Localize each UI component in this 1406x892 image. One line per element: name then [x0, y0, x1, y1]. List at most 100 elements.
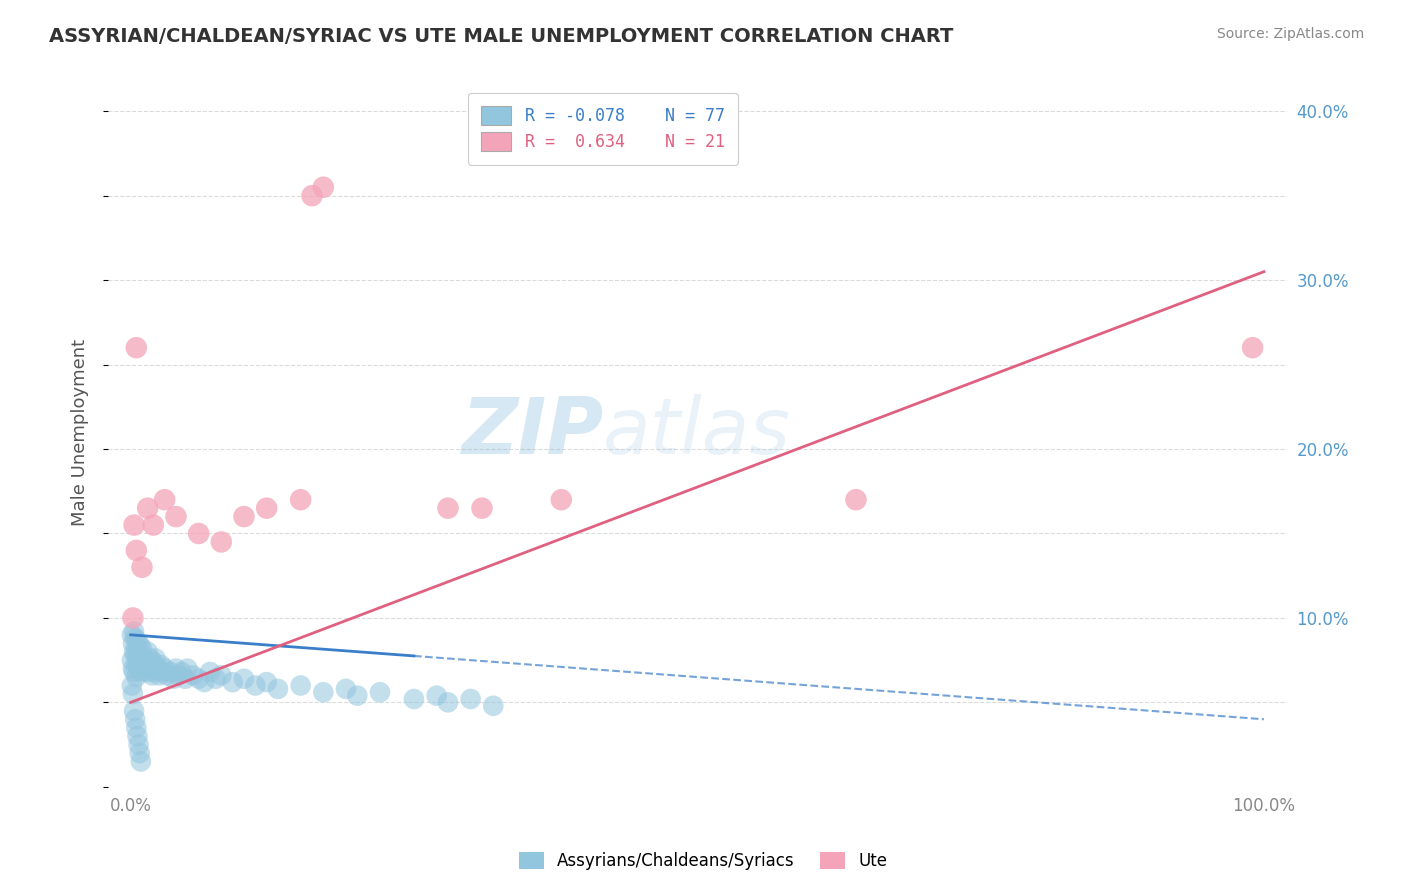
Point	[437, 501, 460, 516]
Point	[153, 662, 176, 676]
Point	[136, 645, 159, 659]
Point	[136, 501, 159, 516]
Point	[845, 492, 868, 507]
Point	[165, 662, 187, 676]
Point	[121, 653, 143, 667]
Text: atlas: atlas	[603, 394, 792, 470]
Point	[135, 665, 157, 679]
Point	[150, 665, 173, 679]
Point	[128, 746, 150, 760]
Point	[129, 648, 152, 662]
Point	[129, 665, 152, 679]
Point	[121, 628, 143, 642]
Point	[165, 509, 187, 524]
Point	[290, 492, 312, 507]
Point	[122, 611, 145, 625]
Point	[122, 704, 145, 718]
Point	[125, 721, 148, 735]
Point	[127, 651, 149, 665]
Point	[198, 665, 221, 679]
Point	[312, 685, 335, 699]
Point	[139, 662, 162, 676]
Legend: R = -0.078    N = 77, R =  0.634    N = 21: R = -0.078 N = 77, R = 0.634 N = 21	[468, 93, 738, 165]
Point	[122, 665, 145, 679]
Point	[122, 636, 145, 650]
Point	[125, 641, 148, 656]
Point	[437, 695, 460, 709]
Point	[181, 668, 204, 682]
Point	[256, 675, 278, 690]
Point	[142, 518, 165, 533]
Point	[176, 662, 198, 676]
Point	[128, 638, 150, 652]
Point	[125, 670, 148, 684]
Point	[138, 658, 160, 673]
Point	[122, 687, 145, 701]
Point	[245, 678, 267, 692]
Point	[145, 651, 167, 665]
Point	[125, 658, 148, 673]
Point	[129, 755, 152, 769]
Point	[141, 668, 163, 682]
Point	[233, 509, 256, 524]
Legend: Assyrians/Chaldeans/Syriacs, Ute: Assyrians/Chaldeans/Syriacs, Ute	[512, 845, 894, 877]
Point	[159, 665, 181, 679]
Point	[128, 655, 150, 669]
Point	[1241, 341, 1264, 355]
Point	[233, 672, 256, 686]
Point	[131, 658, 153, 673]
Point	[128, 645, 150, 659]
Point	[124, 648, 146, 662]
Point	[139, 651, 162, 665]
Point	[187, 526, 209, 541]
Point	[134, 662, 156, 676]
Point	[146, 662, 169, 676]
Point	[132, 651, 155, 665]
Point	[127, 729, 149, 743]
Point	[163, 672, 186, 686]
Point	[482, 698, 505, 713]
Point	[301, 188, 323, 202]
Point	[174, 672, 197, 686]
Point	[471, 501, 494, 516]
Point	[187, 672, 209, 686]
Point	[121, 678, 143, 692]
Point	[122, 624, 145, 639]
Point	[204, 672, 226, 686]
Text: ZIP: ZIP	[461, 394, 603, 470]
Point	[122, 518, 145, 533]
Point	[148, 668, 170, 682]
Text: Source: ZipAtlas.com: Source: ZipAtlas.com	[1216, 27, 1364, 41]
Point	[142, 665, 165, 679]
Point	[142, 655, 165, 669]
Point	[167, 668, 190, 682]
Point	[125, 543, 148, 558]
Point	[346, 689, 368, 703]
Point	[368, 685, 391, 699]
Point	[134, 655, 156, 669]
Point	[170, 665, 193, 679]
Point	[209, 535, 232, 549]
Y-axis label: Male Unemployment: Male Unemployment	[72, 339, 89, 525]
Point	[426, 689, 449, 703]
Point	[131, 560, 153, 574]
Text: ASSYRIAN/CHALDEAN/SYRIAC VS UTE MALE UNEMPLOYMENT CORRELATION CHART: ASSYRIAN/CHALDEAN/SYRIAC VS UTE MALE UNE…	[49, 27, 953, 45]
Point	[150, 658, 173, 673]
Point	[131, 641, 153, 656]
Point	[550, 492, 572, 507]
Point	[402, 692, 425, 706]
Point	[267, 681, 290, 696]
Point	[127, 634, 149, 648]
Point	[128, 662, 150, 676]
Point	[193, 675, 215, 690]
Point	[312, 180, 335, 194]
Point	[156, 668, 179, 682]
Point	[124, 631, 146, 645]
Point	[256, 501, 278, 516]
Point	[122, 645, 145, 659]
Point	[221, 675, 243, 690]
Point	[125, 341, 148, 355]
Point	[153, 492, 176, 507]
Point	[290, 678, 312, 692]
Point	[460, 692, 482, 706]
